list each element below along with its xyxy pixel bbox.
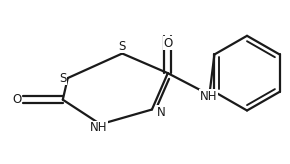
Text: O: O bbox=[163, 37, 172, 50]
Text: S: S bbox=[59, 72, 67, 85]
Text: S: S bbox=[119, 40, 126, 52]
Text: N: N bbox=[157, 106, 166, 119]
Text: NH: NH bbox=[90, 121, 107, 134]
Text: NH: NH bbox=[200, 90, 217, 103]
Text: O: O bbox=[12, 93, 21, 106]
